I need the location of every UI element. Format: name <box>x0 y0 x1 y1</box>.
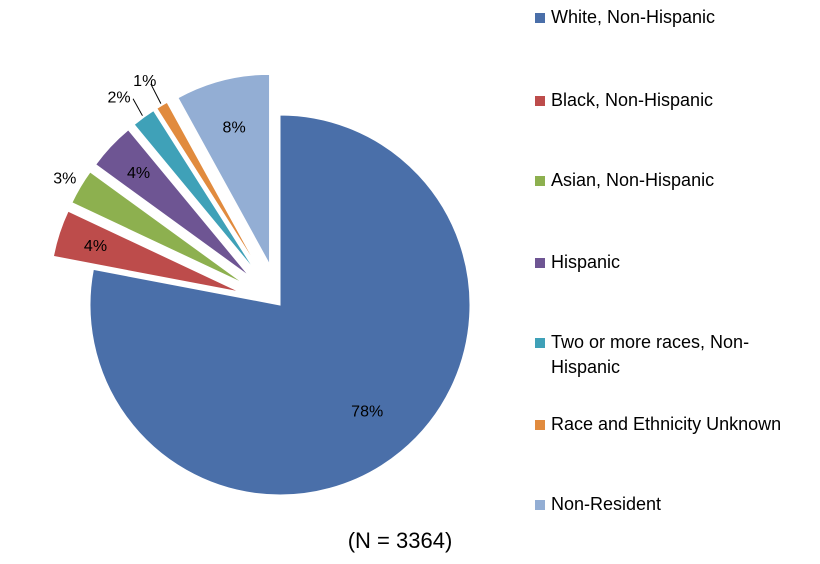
legend-swatch <box>535 500 545 510</box>
data-label-asian-non-hispanic: 3% <box>53 171 76 188</box>
pie-slice-hispanic <box>94 129 250 277</box>
legend-label: Race and Ethnicity Unknown <box>551 414 782 434</box>
pie-slice-race-and-ethnicity-unknown <box>156 101 260 270</box>
pie-slice-white-non-hispanic <box>89 114 471 496</box>
legend-label: Two or more races, Non- Hispanic <box>551 332 750 377</box>
data-label-hispanic: 4% <box>127 165 150 182</box>
data-label-black-non-hispanic: 4% <box>84 238 107 255</box>
legend-swatch <box>535 13 545 23</box>
data-label-two-or-more-races-non-hispanic: 2% <box>107 90 130 107</box>
leader-line-race-and-ethnicity-unknown <box>150 83 162 104</box>
pie-slice-two-or-more-races-non-hispanic <box>133 109 256 272</box>
leader-line-two-or-more-races-non-hispanic <box>132 98 143 116</box>
legend-swatch <box>535 176 545 186</box>
legend-label: Hispanic <box>551 252 621 272</box>
data-label-white-non-hispanic: 78% <box>351 403 383 420</box>
legend-label: Non-Resident <box>551 494 662 514</box>
data-label-race-and-ethnicity-unknown: 1% <box>133 73 156 90</box>
legend-label: Asian, Non-Hispanic <box>551 170 715 190</box>
legend-swatch <box>535 338 545 348</box>
pie-slice-asian-non-hispanic <box>71 171 245 285</box>
legend-swatch <box>535 96 545 106</box>
legend-swatch <box>535 258 545 268</box>
chart-caption: (N = 3364) <box>347 528 453 553</box>
legend-label: White, Non-Hispanic <box>551 7 716 27</box>
pie-slice-black-non-hispanic <box>52 210 241 293</box>
data-label-non-resident: 8% <box>223 119 246 136</box>
pie-slice-non-resident <box>177 73 271 265</box>
legend-swatch <box>535 420 545 430</box>
legend-label: Black, Non-Hispanic <box>551 90 714 110</box>
